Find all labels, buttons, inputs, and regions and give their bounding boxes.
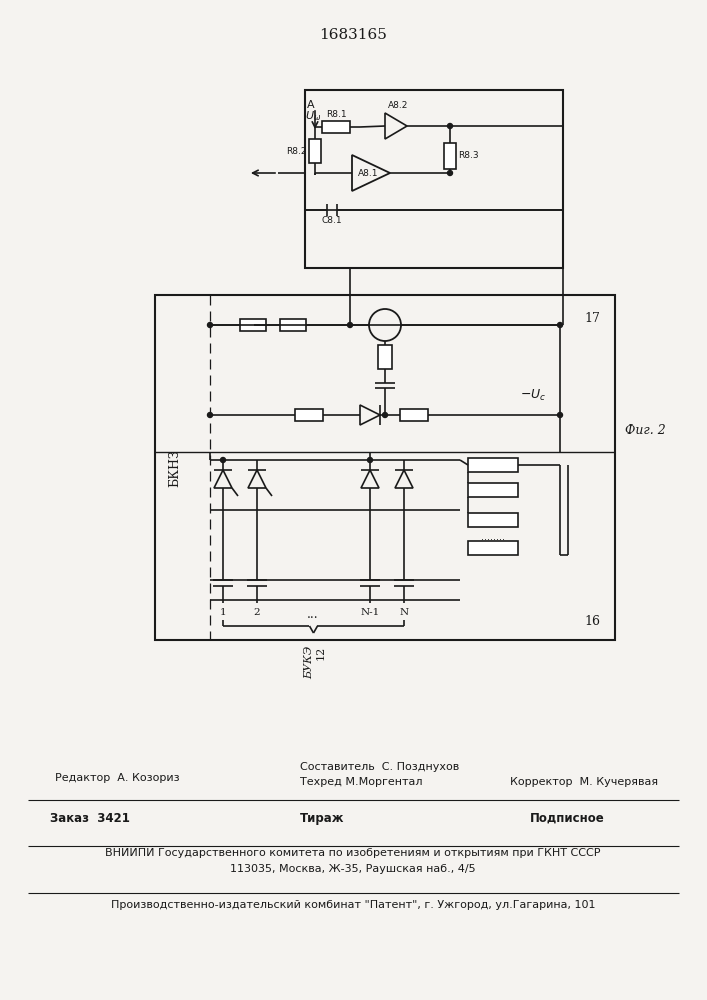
Text: А: А xyxy=(307,100,315,110)
Text: $U_\omega$: $U_\omega$ xyxy=(305,109,321,123)
Text: 2: 2 xyxy=(254,608,260,617)
Circle shape xyxy=(448,123,452,128)
Circle shape xyxy=(221,458,226,462)
Text: 12: 12 xyxy=(315,646,325,660)
Text: 16: 16 xyxy=(584,615,600,628)
Text: A8.1: A8.1 xyxy=(358,168,378,178)
Text: ...: ... xyxy=(307,608,319,621)
Circle shape xyxy=(558,412,563,418)
Bar xyxy=(305,90,563,268)
Text: Корректор  М. Кучерявая: Корректор М. Кучерявая xyxy=(510,777,658,787)
Text: Производственно-издательский комбинат "Патент", г. Ужгород, ул.Гагарина, 101: Производственно-издательский комбинат "П… xyxy=(111,900,595,910)
Text: ВНИИПИ Государственного комитета по изобретениям и открытиям при ГКНТ СССР: ВНИИПИ Государственного комитета по изоб… xyxy=(105,848,601,858)
Text: R8.1: R8.1 xyxy=(326,110,346,119)
Text: 17: 17 xyxy=(584,312,600,325)
Text: R8.3: R8.3 xyxy=(458,151,479,160)
Bar xyxy=(322,121,350,133)
Bar xyxy=(155,295,615,640)
Bar xyxy=(400,409,428,421)
Text: C8.1: C8.1 xyxy=(322,216,342,225)
Text: Тираж: Тираж xyxy=(300,812,344,825)
Text: R8.2: R8.2 xyxy=(286,146,307,155)
Bar xyxy=(468,458,518,472)
Text: A8.2: A8.2 xyxy=(388,101,409,110)
Text: БУКЭ: БУКЭ xyxy=(305,646,315,679)
Text: БКНЗ: БКНЗ xyxy=(168,449,182,487)
Text: Фиг. 2: Фиг. 2 xyxy=(625,424,666,436)
Text: 1683165: 1683165 xyxy=(319,28,387,42)
Text: ........: ........ xyxy=(481,532,505,542)
Text: Составитель  С. Позднухов: Составитель С. Позднухов xyxy=(300,762,460,772)
Text: Подписное: Подписное xyxy=(530,812,604,825)
Bar xyxy=(240,319,266,331)
Circle shape xyxy=(382,412,387,418)
Circle shape xyxy=(207,412,213,418)
Text: Редактор  А. Козориз: Редактор А. Козориз xyxy=(55,773,180,783)
Text: Техред М.Моргентал: Техред М.Моргентал xyxy=(300,777,423,787)
Circle shape xyxy=(558,322,563,328)
Text: N: N xyxy=(399,608,409,617)
Text: Заказ  3421: Заказ 3421 xyxy=(50,812,130,825)
Bar xyxy=(295,409,323,421)
Text: N-1: N-1 xyxy=(361,608,380,617)
Bar xyxy=(378,345,392,369)
Bar xyxy=(280,319,306,331)
Circle shape xyxy=(368,458,373,462)
Bar xyxy=(444,143,456,169)
Circle shape xyxy=(348,322,353,328)
Text: 113035, Москва, Ж-35, Раушская наб., 4/5: 113035, Москва, Ж-35, Раушская наб., 4/5 xyxy=(230,864,476,874)
Bar xyxy=(468,483,518,497)
Bar xyxy=(468,513,518,527)
Circle shape xyxy=(207,322,213,328)
Bar xyxy=(309,139,321,163)
Bar xyxy=(468,541,518,555)
Text: $-U_c$: $-U_c$ xyxy=(520,387,547,403)
Circle shape xyxy=(448,170,452,176)
Text: 1: 1 xyxy=(220,608,226,617)
